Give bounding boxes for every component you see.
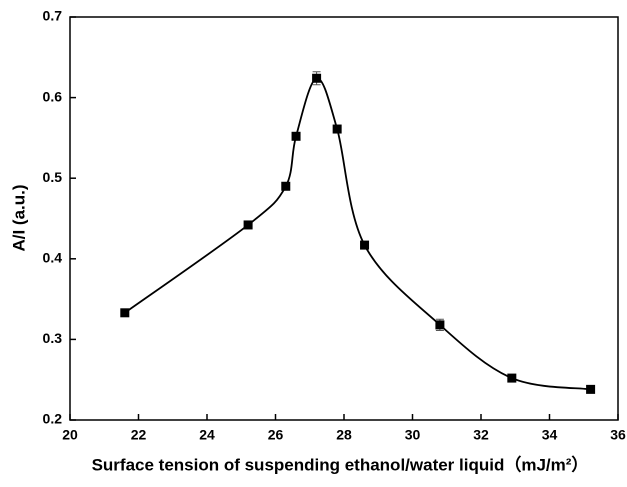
x-tick-label: 24: [199, 427, 215, 443]
data-point: [507, 373, 517, 383]
y-tick-label: 0.4: [43, 250, 63, 266]
data-point: [120, 308, 130, 318]
data-point: [291, 131, 301, 141]
y-tick-label: 0.7: [43, 8, 63, 24]
x-tick-label: 32: [473, 427, 489, 443]
x-tick-label: 20: [62, 427, 78, 443]
x-tick-label: 22: [131, 427, 147, 443]
data-point: [586, 384, 596, 394]
series-line: [124, 77, 591, 391]
y-axis-label: A/I (a.u.): [9, 184, 28, 251]
y-tick-label: 0.5: [43, 169, 63, 185]
x-tick-label: 28: [336, 427, 352, 443]
data-point: [360, 240, 370, 250]
x-tick-label: 30: [405, 427, 421, 443]
data-point: [332, 124, 342, 134]
data-point: [435, 320, 445, 330]
plot-frame: [69, 16, 619, 421]
y-tick-label: 0.2: [43, 411, 63, 427]
data-point: [312, 73, 322, 83]
y-tick-label: 0.6: [43, 88, 63, 104]
x-tick-label: 34: [542, 427, 558, 443]
x-axis-label: Surface tension of suspending ethanol/wa…: [92, 454, 589, 474]
x-tick-label: 26: [268, 427, 284, 443]
data-point: [281, 181, 291, 191]
x-tick-label: 36: [610, 427, 626, 443]
y-tick-label: 0.3: [43, 330, 63, 346]
data-point: [243, 220, 253, 230]
